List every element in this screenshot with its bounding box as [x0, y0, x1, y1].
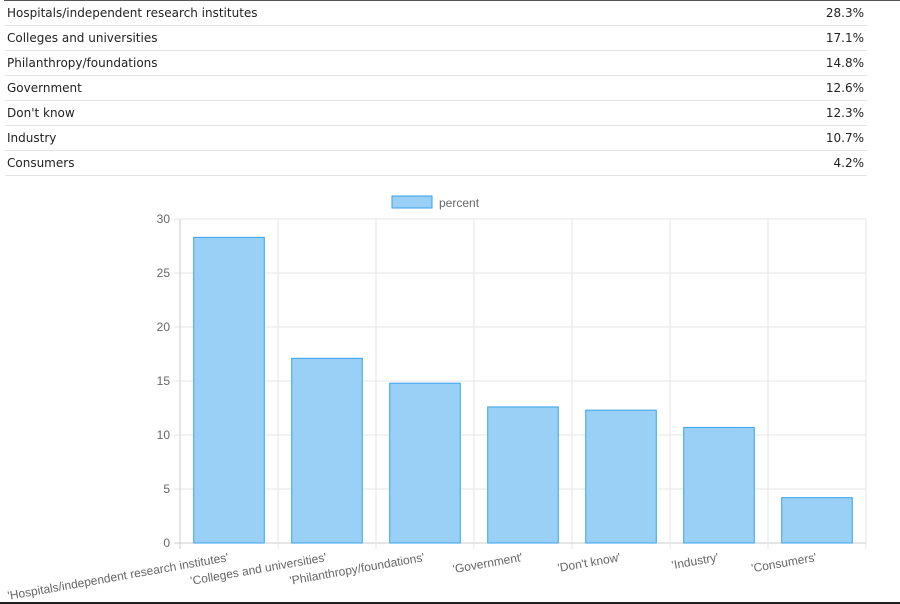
row-value: 12.3% — [825, 106, 864, 120]
y-tick-label: 5 — [163, 482, 170, 496]
bar — [389, 382, 461, 544]
row-value: 28.3% — [825, 6, 864, 20]
x-tick-label: 'Government' — [452, 550, 524, 576]
row-label: Industry — [7, 131, 57, 145]
y-tick-label: 20 — [157, 320, 171, 334]
row-label: Don't know — [7, 106, 75, 120]
legend-label: percent — [439, 196, 480, 210]
row-value: 4.2% — [833, 156, 865, 170]
row-label: Government — [7, 81, 82, 95]
row-label: Consumers — [7, 156, 75, 170]
table-row: Industry 10.7% — [5, 126, 867, 151]
table-row: Consumers 4.2% — [5, 151, 867, 176]
row-value: 12.6% — [825, 81, 864, 95]
x-axis-ticks: 'Hospitals/independent research institut… — [6, 550, 817, 602]
x-tick-label: 'Don't know' — [556, 550, 621, 575]
chart-legend[interactable]: percent — [391, 195, 480, 210]
table-row: Philanthropy/foundations 14.8% — [5, 51, 867, 76]
bar — [487, 406, 559, 544]
table-row: Colleges and universities 17.1% — [5, 26, 867, 51]
legend-swatch — [391, 195, 433, 209]
top-border — [4, 0, 900, 1]
bar — [291, 357, 363, 544]
x-tick-label: 'Industry' — [671, 550, 720, 572]
row-value: 17.1% — [825, 31, 864, 45]
row-value: 10.7% — [825, 131, 864, 145]
bar — [193, 236, 265, 544]
y-tick-label: 15 — [157, 374, 171, 388]
x-tick-label: 'Consumers' — [750, 550, 817, 575]
bar — [585, 409, 657, 544]
table-row: Hospitals/independent research institute… — [5, 1, 867, 26]
row-label: Philanthropy/foundations — [7, 56, 158, 70]
bar — [683, 426, 755, 544]
y-tick-label: 0 — [163, 536, 170, 550]
y-tick-label: 25 — [157, 266, 171, 280]
row-value: 14.8% — [825, 56, 864, 70]
row-label: Hospitals/independent research institute… — [7, 6, 258, 20]
chart-bars — [193, 236, 853, 544]
bar — [781, 497, 853, 544]
bar-chart: 0 5 10 15 20 25 30 'Hospitals/independent rese… — [6, 195, 867, 602]
row-label: Colleges and universities — [7, 31, 158, 45]
bottom-border — [0, 602, 900, 604]
table-row: Don't know 12.3% — [5, 101, 867, 126]
y-tick-label: 10 — [157, 428, 171, 442]
y-axis-ticks: 0 5 10 15 20 25 30 — [157, 212, 171, 550]
results-table: Hospitals/independent research institute… — [5, 1, 867, 176]
table-row: Government 12.6% — [5, 76, 867, 101]
y-tick-label: 30 — [157, 212, 171, 226]
